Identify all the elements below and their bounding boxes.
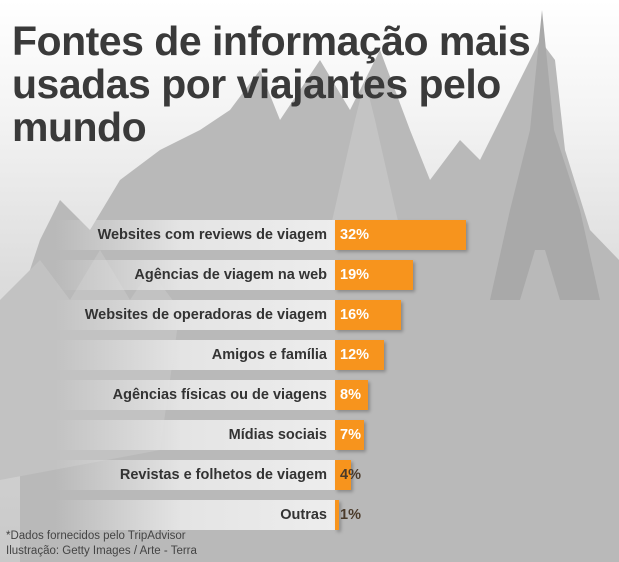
bar — [335, 300, 401, 330]
bar-row: Agências físicas ou de viagens 8% — [0, 380, 619, 410]
credit-note: Ilustração: Getty Images / Arte - Terra — [6, 545, 197, 557]
category-label: Amigos e família — [55, 340, 335, 370]
bar-row: Mídias sociais 7% — [0, 420, 619, 450]
value-label: 32% — [340, 227, 370, 243]
bar — [335, 340, 385, 370]
bar — [335, 220, 467, 250]
bar-row: Revistas e folhetos de viagem 4% — [0, 460, 619, 490]
value-label: 16% — [340, 307, 370, 323]
category-label: Agências físicas ou de viagens — [55, 380, 335, 410]
category-label: Mídias sociais — [55, 420, 335, 450]
bar-row: Agências de viagem na web 19% — [0, 260, 619, 290]
bar-row: Websites com reviews de viagem 32% — [0, 220, 619, 250]
value-label: 8% — [340, 387, 361, 403]
bar — [335, 500, 340, 530]
category-label: Outras — [55, 500, 335, 530]
category-label: Websites com reviews de viagem — [55, 220, 335, 250]
value-label: 12% — [340, 347, 370, 363]
bar — [335, 380, 368, 410]
bar-row: Outras 1% — [0, 500, 619, 530]
bar — [335, 420, 364, 450]
bar-row: Websites de operadoras de viagem 16% — [0, 300, 619, 330]
value-label: 7% — [340, 427, 361, 443]
source-note: *Dados fornecidos pelo TripAdvisor — [6, 530, 186, 542]
bar-row: Amigos e família 12% — [0, 340, 619, 370]
bar — [335, 260, 413, 290]
category-label: Revistas e folhetos de viagem — [55, 460, 335, 490]
value-label: 19% — [340, 267, 370, 283]
chart-title: Fontes de informação mais usadas por via… — [12, 18, 531, 150]
category-label: Agências de viagem na web — [55, 260, 335, 290]
category-label: Websites de operadoras de viagem — [55, 300, 335, 330]
value-label: 4% — [340, 467, 361, 483]
bar — [335, 460, 352, 490]
value-label: 1% — [340, 507, 361, 523]
